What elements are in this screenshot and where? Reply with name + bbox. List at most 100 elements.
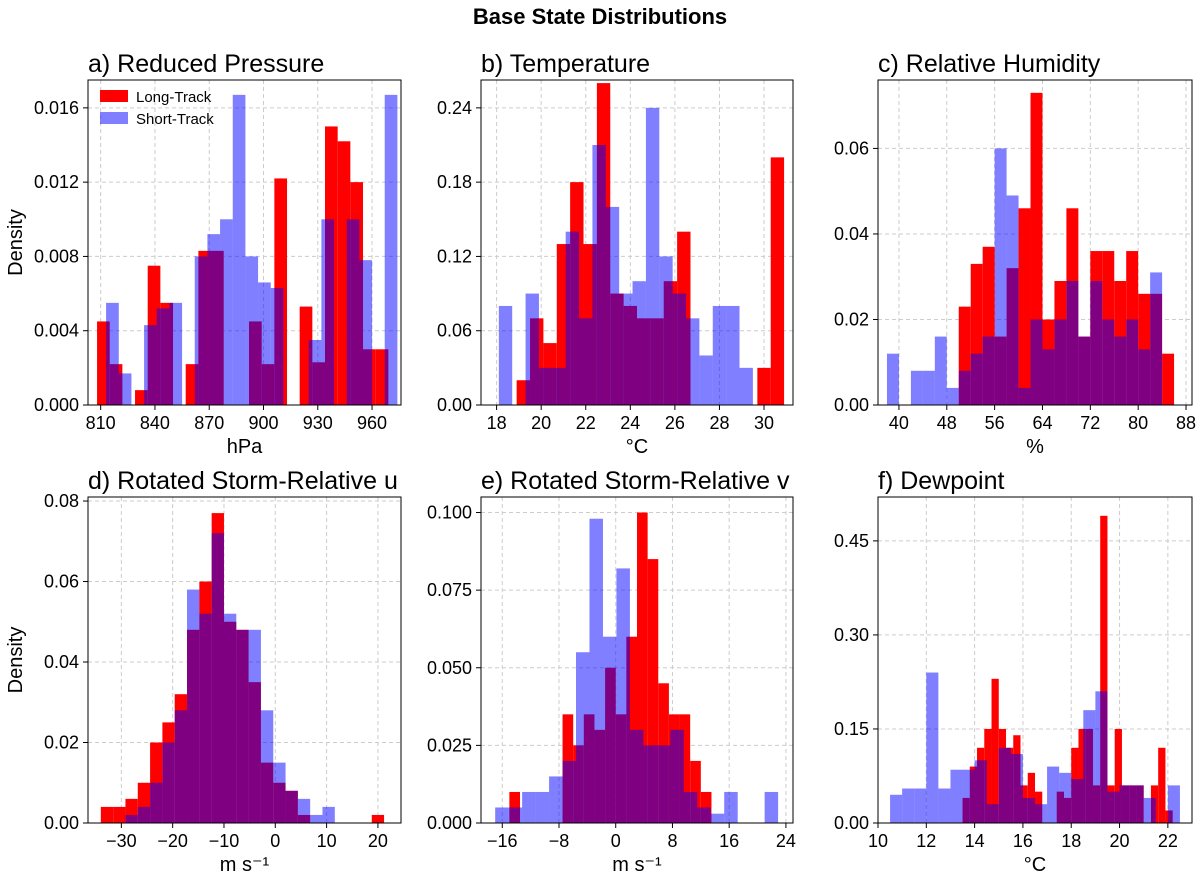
x-tick-label: 10 xyxy=(317,831,337,851)
x-tick-label: 20 xyxy=(1110,831,1130,851)
short-track-bar xyxy=(522,791,536,823)
short-track-bar xyxy=(1114,336,1127,405)
short-track-bar xyxy=(562,760,577,823)
short-track-bar xyxy=(346,219,360,405)
long-track-bar xyxy=(982,246,995,405)
short-track-bar xyxy=(525,293,539,405)
x-axis-label: m s⁻¹ xyxy=(612,854,662,876)
bars xyxy=(498,83,785,405)
legend-label: Short-Track xyxy=(136,111,214,128)
bars xyxy=(97,94,398,405)
bars xyxy=(100,513,385,823)
short-track-bar xyxy=(236,629,249,823)
short-track-bar xyxy=(950,769,963,823)
long-track-bar xyxy=(1018,208,1031,405)
y-tick-label: 0.02 xyxy=(44,733,79,753)
y-tick-label: 0.24 xyxy=(437,98,472,118)
short-track-bar xyxy=(712,305,727,405)
y-tick-label: 0.012 xyxy=(34,172,79,192)
short-track-bar xyxy=(697,807,711,823)
panel-title: d) Rotated Storm-Relative u xyxy=(88,467,398,495)
short-track-bar xyxy=(962,769,975,823)
x-axis-label: °C xyxy=(1024,854,1046,876)
short-track-bar xyxy=(174,710,188,823)
short-track-bar xyxy=(739,367,753,405)
y-tick-label: 0.06 xyxy=(44,572,79,592)
y-tick-label: 0.18 xyxy=(437,172,472,192)
x-tick-label: 16 xyxy=(1013,831,1033,851)
x-tick-label: 14 xyxy=(965,831,985,851)
short-track-bar xyxy=(699,355,713,405)
short-track-bar xyxy=(187,589,200,823)
short-track-bar xyxy=(645,107,660,405)
panel-2: 18 20 22 24 26 28 30 0.00 0.06 0.12 0.18 0.24 b) Tem… xyxy=(437,50,794,458)
short-track-bar xyxy=(576,652,590,823)
short-track-bar xyxy=(764,791,779,823)
short-track-bar xyxy=(902,788,915,823)
long-track-bar xyxy=(991,678,999,823)
long-track-bar xyxy=(637,512,648,823)
x-tick-label: 960 xyxy=(357,413,387,433)
short-track-bar xyxy=(1066,280,1079,405)
y-tick-label: 0.06 xyxy=(834,138,869,158)
long-track-bar xyxy=(100,806,114,823)
y-tick-label: 0.075 xyxy=(427,580,472,600)
x-tick-label: 870 xyxy=(194,413,224,433)
short-track-bar xyxy=(1131,785,1144,823)
short-track-bar xyxy=(199,613,212,823)
short-track-bar xyxy=(211,533,224,823)
short-track-bar xyxy=(552,367,566,405)
y-tick-label: 0.00 xyxy=(437,395,472,415)
short-track-bar xyxy=(619,293,633,405)
long-track-bar xyxy=(1114,728,1122,823)
short-track-bar xyxy=(322,806,335,823)
axes-frame xyxy=(877,79,1193,406)
x-tick-label: −10 xyxy=(209,831,240,851)
x-tick-label: 80 xyxy=(1128,413,1148,433)
x-tick-label: 56 xyxy=(985,413,1005,433)
short-track-bar xyxy=(248,629,261,823)
x-tick-label: 900 xyxy=(248,413,278,433)
axes-frame xyxy=(480,496,794,824)
short-track-bar xyxy=(1090,280,1103,405)
bars xyxy=(886,92,1175,405)
x-tick-label: −30 xyxy=(106,831,137,851)
x-tick-label: 48 xyxy=(937,413,957,433)
short-track-bar xyxy=(270,288,284,405)
short-track-bar xyxy=(946,387,959,405)
short-track-bar xyxy=(1042,349,1055,405)
short-track-bar xyxy=(974,760,987,823)
short-track-bar xyxy=(926,672,939,823)
y-tick-label: 0.000 xyxy=(427,813,472,833)
panel-5: −16 −8 0 8 16 24 0.000 0.025 0.050 0.075 0.100 e) R… xyxy=(427,467,796,876)
short-track-bar xyxy=(629,729,644,823)
short-track-bar xyxy=(579,318,593,405)
short-track-bar xyxy=(1022,797,1035,823)
y-tick-label: 0.025 xyxy=(427,735,472,755)
axes-frame xyxy=(877,496,1193,824)
short-track-bar xyxy=(1167,785,1180,823)
short-track-bar xyxy=(1143,797,1156,823)
x-tick-label: 22 xyxy=(576,413,596,433)
x-tick-label: 0 xyxy=(270,831,280,851)
short-track-bar xyxy=(1059,772,1072,823)
short-track-bar xyxy=(686,318,700,405)
panel-6: 10 12 14 16 18 20 22 0.00 0.15 0.30 0.45 f) Dewpoin… xyxy=(834,467,1193,876)
short-track-bar xyxy=(1047,766,1060,823)
short-track-bar xyxy=(616,568,630,823)
short-track-bar xyxy=(1150,272,1163,405)
short-track-bar xyxy=(986,804,999,823)
short-track-bar xyxy=(982,336,995,405)
x-axis-label: hPa xyxy=(227,436,263,458)
long-track-bar xyxy=(958,306,971,405)
short-track-bar xyxy=(938,788,951,823)
x-tick-label: 12 xyxy=(916,831,936,851)
short-track-bar xyxy=(970,353,983,405)
x-tick-label: 930 xyxy=(303,413,333,433)
axes-frame xyxy=(87,79,402,406)
short-track-bar xyxy=(1107,791,1120,823)
short-track-bar xyxy=(308,340,322,405)
x-tick-label: 16 xyxy=(719,831,739,851)
short-track-bar xyxy=(886,353,899,405)
